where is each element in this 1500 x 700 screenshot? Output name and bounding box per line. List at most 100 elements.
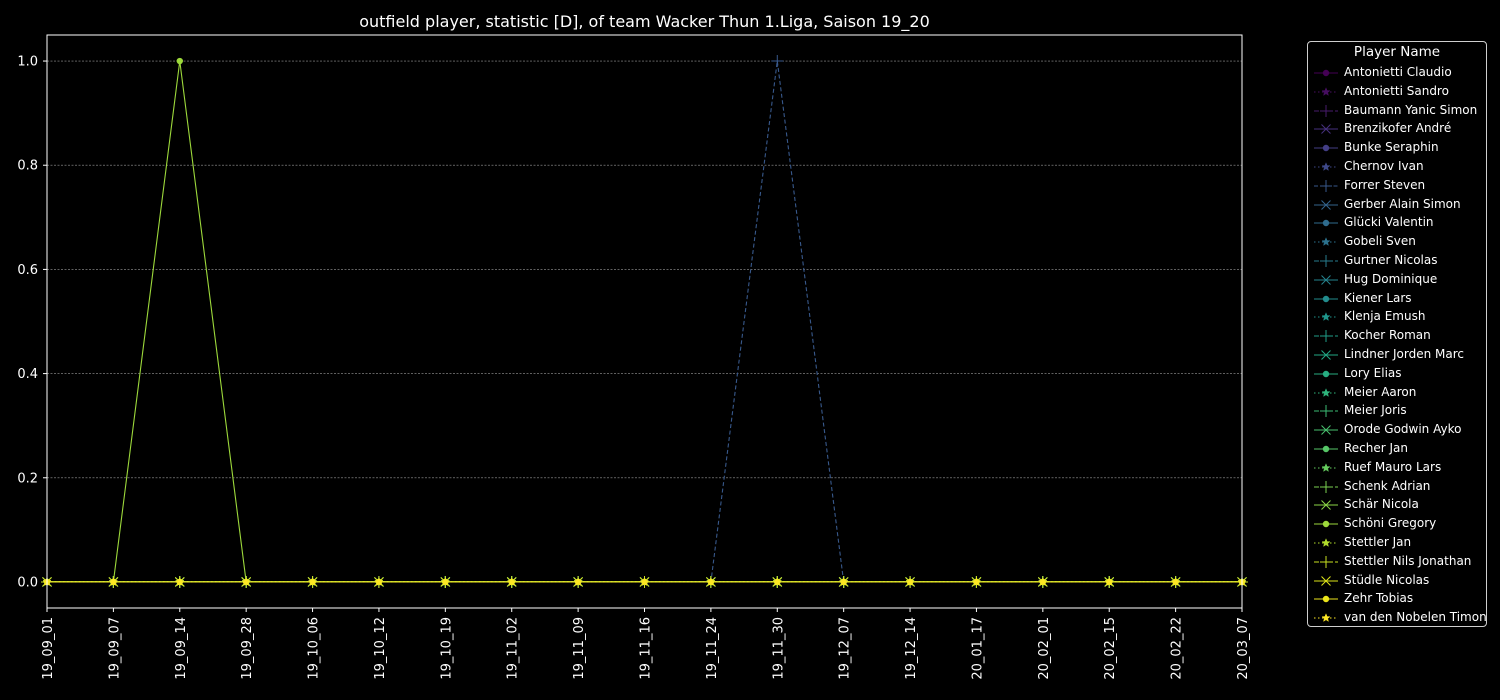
legend-marker [1323, 70, 1328, 75]
legend-swatch [1312, 552, 1340, 570]
legend-label: Bunke Seraphin [1344, 140, 1439, 154]
series-line [47, 61, 1242, 582]
y-tick-label: 0.8 [17, 159, 38, 174]
legend-swatch [1312, 345, 1340, 363]
legend-swatch [1312, 439, 1340, 457]
legend-item: van den Nobelen Timon [1308, 608, 1486, 627]
legend-item: Forrer Steven [1308, 176, 1486, 195]
legend-swatch [1312, 138, 1340, 156]
legend-marker [1323, 371, 1328, 376]
legend-swatch [1312, 82, 1340, 100]
x-tick-label: 20_02_22 [1170, 617, 1185, 680]
legend-label: Hug Dominique [1344, 272, 1437, 286]
legend-swatch [1312, 101, 1340, 119]
x-tick-label: 19_11_24 [705, 617, 720, 680]
legend-item: Kiener Lars [1308, 289, 1486, 308]
legend-swatch [1312, 571, 1340, 589]
legend-item: Schär Nicola [1308, 495, 1486, 514]
x-tick-label: 19_11_16 [639, 617, 654, 680]
legend-item: Lindner Jorden Marc [1308, 345, 1486, 364]
legend-label: Brenzikofer André [1344, 121, 1451, 135]
legend-label: Glücki Valentin [1344, 215, 1434, 229]
x-tick-label: 19_10_06 [307, 617, 322, 680]
legend-label: Schär Nicola [1344, 497, 1419, 511]
legend-item: Brenzikofer André [1308, 119, 1486, 138]
legend-label: Gobeli Sven [1344, 234, 1416, 248]
legend-marker [1320, 405, 1332, 417]
legend-label: Lory Elias [1344, 366, 1402, 380]
legend-swatch [1312, 251, 1340, 269]
legend-label: Forrer Steven [1344, 178, 1425, 192]
legend-swatch [1312, 119, 1340, 137]
legend-label: Schenk Adrian [1344, 479, 1430, 493]
legend-item: Gerber Alain Simon [1308, 195, 1486, 214]
legend-swatch [1312, 458, 1340, 476]
legend-label: Zehr Tobias [1344, 591, 1413, 605]
legend-swatch [1312, 307, 1340, 325]
legend-marker [1320, 105, 1332, 117]
legend-marker [1322, 313, 1330, 321]
legend-label: Ruef Mauro Lars [1344, 460, 1441, 474]
legend-items: Antonietti Claudio Antonietti Sandro Bauma… [1308, 63, 1486, 627]
legend-label: Stüdle Nicolas [1344, 573, 1429, 587]
legend-swatch [1312, 533, 1340, 551]
legend-marker [1323, 597, 1328, 602]
legend-marker [1320, 180, 1332, 192]
legend-swatch [1312, 232, 1340, 250]
legend-label: Schöni Gregory [1344, 516, 1436, 530]
legend-item: Chernov Ivan [1308, 157, 1486, 176]
x-tick-label: 20_02_15 [1103, 617, 1118, 680]
legend-item: Schöni Gregory [1308, 514, 1486, 533]
x-tick-label: 19_10_19 [439, 617, 454, 680]
legend-label: Gurtner Nicolas [1344, 253, 1437, 267]
y-tick-label: 1.0 [17, 55, 38, 70]
legend-swatch [1312, 383, 1340, 401]
legend-item: Gobeli Sven [1308, 232, 1486, 251]
legend-swatch [1312, 420, 1340, 438]
legend-marker [1322, 614, 1330, 622]
legend-label: Stettler Jan [1344, 535, 1411, 549]
legend-swatch [1312, 495, 1340, 513]
legend-item: Ruef Mauro Lars [1308, 458, 1486, 477]
legend-swatch [1312, 176, 1340, 194]
chart-title: outfield player, statistic [D], of team … [359, 12, 930, 32]
legend-marker [1323, 221, 1328, 226]
legend-item: Kocher Roman [1308, 326, 1486, 345]
legend-marker [1322, 388, 1330, 396]
data-point [177, 58, 182, 63]
legend-swatch [1312, 270, 1340, 288]
series-6 [41, 55, 1248, 588]
legend-marker [1320, 255, 1332, 267]
legend-title: Player Name [1308, 44, 1486, 60]
data-point [771, 55, 783, 67]
legend-label: Antonietti Sandro [1344, 84, 1449, 98]
legend-marker [1322, 238, 1330, 246]
legend-item: Stüdle Nicolas [1308, 571, 1486, 590]
legend-item: Glücki Valentin [1308, 213, 1486, 232]
legend-marker [1323, 145, 1328, 150]
y-tick-label: 0.2 [17, 471, 38, 486]
legend-swatch [1312, 477, 1340, 495]
x-tick-label: 19_09_28 [240, 617, 255, 680]
legend-item: Baumann Yanic Simon [1308, 101, 1486, 120]
x-tick-label: 19_11_09 [572, 617, 587, 680]
legend-item: Lory Elias [1308, 364, 1486, 383]
series-24 [44, 58, 1244, 584]
x-tick-label: 19_11_02 [506, 617, 521, 680]
x-tick-label: 19_10_12 [373, 617, 388, 680]
legend-label: Meier Aaron [1344, 385, 1416, 399]
legend-marker [1320, 330, 1332, 342]
legend: Player Name Antonietti Claudio Antonietti… [1307, 41, 1487, 627]
legend-item: Antonietti Claudio [1308, 63, 1486, 82]
legend-item: Bunke Seraphin [1308, 138, 1486, 157]
x-tick-label: 20_01_17 [970, 617, 985, 680]
legend-label: Orode Godwin Ayko [1344, 422, 1461, 436]
legend-item: Orode Godwin Ayko [1308, 420, 1486, 439]
legend-label: Recher Jan [1344, 441, 1408, 455]
y-tick-label: 0.0 [17, 575, 38, 590]
legend-label: Lindner Jorden Marc [1344, 347, 1464, 361]
legend-label: Baumann Yanic Simon [1344, 103, 1477, 117]
legend-label: van den Nobelen Timon [1344, 610, 1487, 624]
legend-swatch [1312, 213, 1340, 231]
